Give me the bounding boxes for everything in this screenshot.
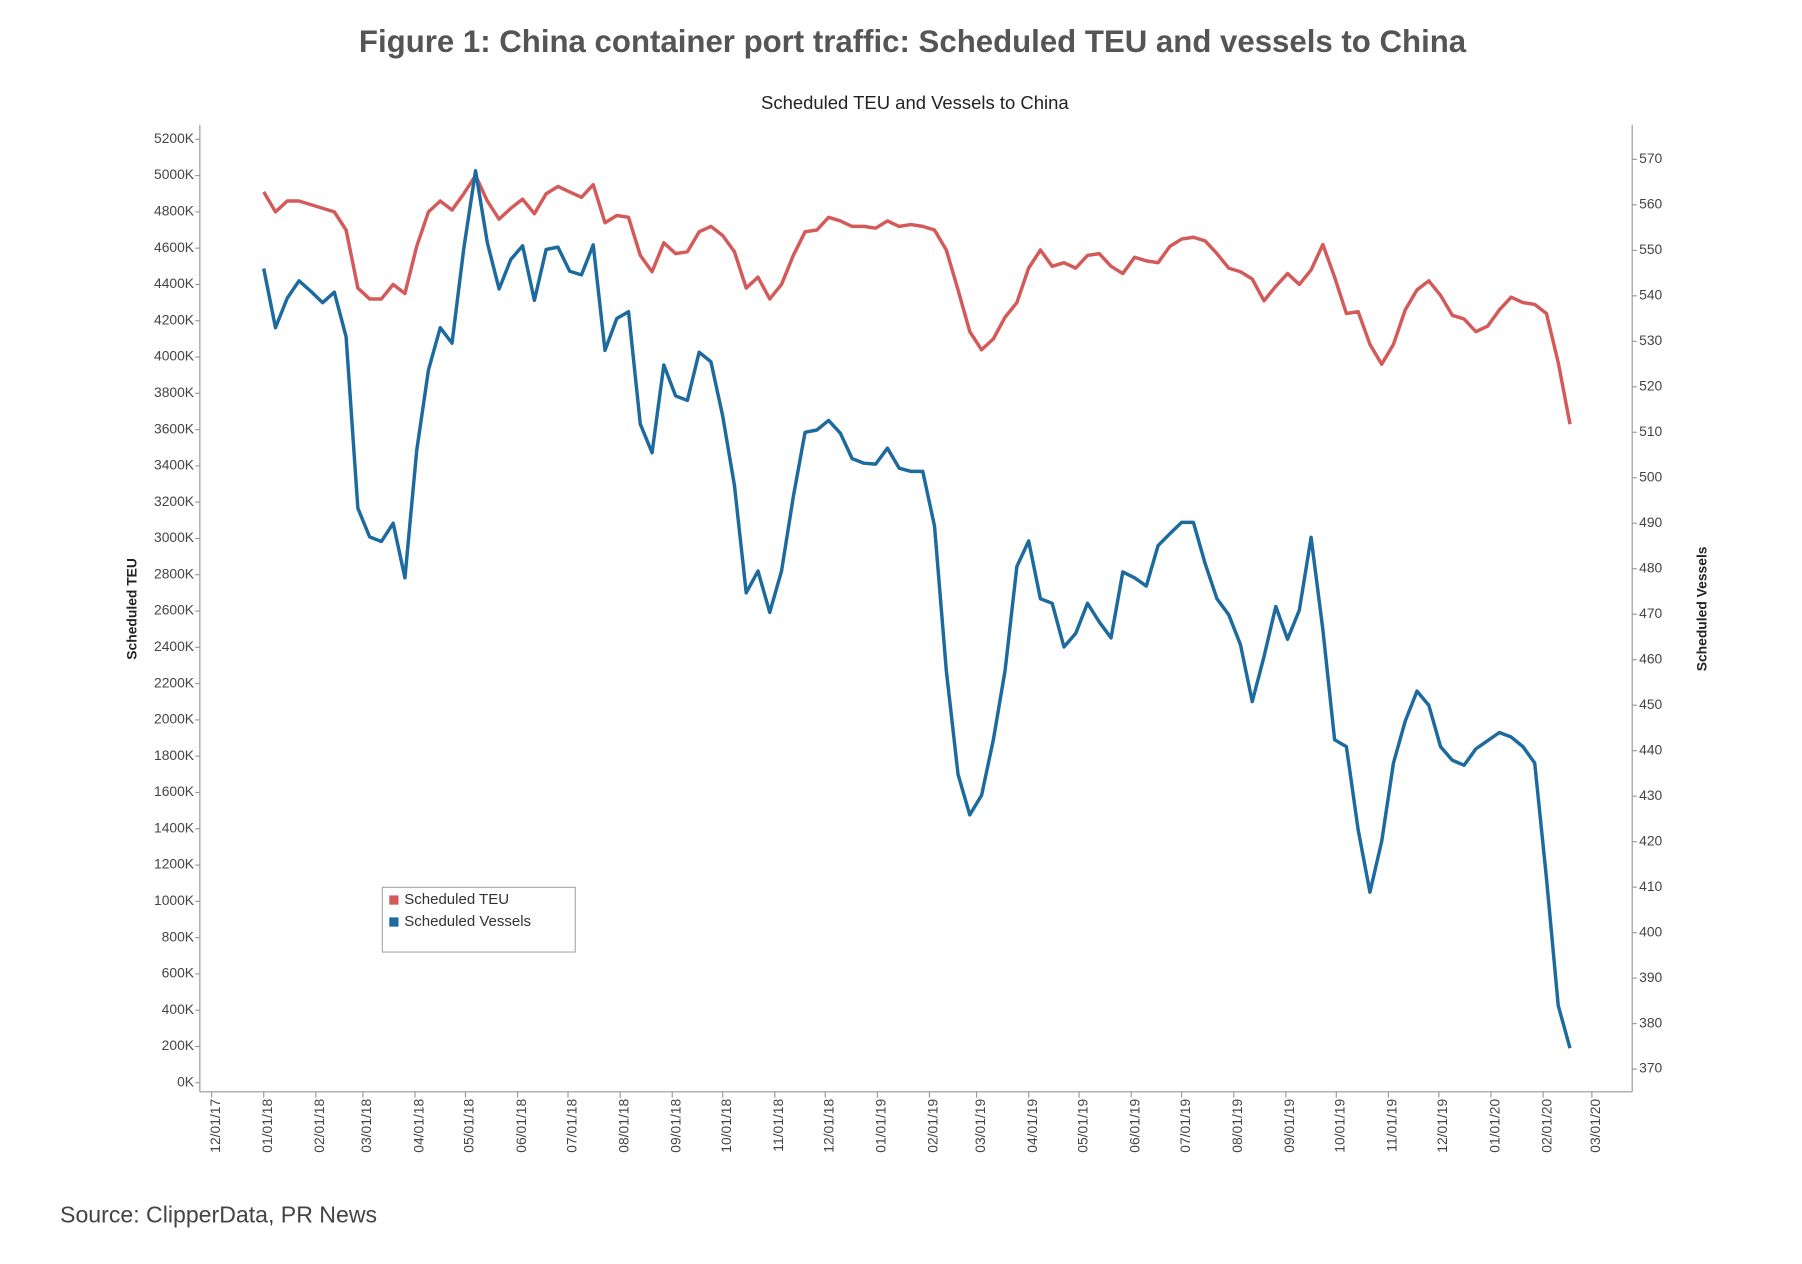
x-tick-label: 05/01/18 bbox=[461, 1098, 477, 1152]
x-tick-label: 09/01/18 bbox=[668, 1098, 684, 1152]
y2-axis-label: Scheduled Vessels bbox=[1693, 546, 1709, 671]
source-note: Source: ClipperData, PR News bbox=[60, 1202, 377, 1228]
y-tick-label: 800K bbox=[162, 928, 195, 944]
y2-tick-label: 500 bbox=[1639, 468, 1662, 484]
x-tick-label: 09/01/19 bbox=[1281, 1098, 1297, 1152]
y-tick-label: 200K bbox=[162, 1037, 195, 1053]
y-tick-label: 2600K bbox=[154, 602, 195, 618]
y-tick-label: 600K bbox=[162, 965, 195, 981]
x-tick-label: 02/01/18 bbox=[311, 1098, 327, 1152]
y-tick-label: 2200K bbox=[154, 674, 195, 690]
x-tick-label: 11/01/19 bbox=[1384, 1098, 1400, 1151]
y2-tick-label: 510 bbox=[1639, 423, 1662, 439]
y2-tick-label: 400 bbox=[1639, 923, 1662, 939]
y-tick-label: 1600K bbox=[154, 783, 195, 799]
y2-tick-label: 390 bbox=[1639, 969, 1662, 985]
y-tick-label: 5000K bbox=[154, 166, 195, 182]
y2-tick-label: 530 bbox=[1639, 332, 1662, 348]
legend-box bbox=[381, 886, 576, 953]
y-tick-label: 4400K bbox=[154, 275, 195, 291]
chart-title: Scheduled TEU and Vessels to China bbox=[761, 92, 1069, 113]
y-tick-label: 1200K bbox=[154, 856, 195, 872]
y2-tick-label: 410 bbox=[1639, 878, 1662, 894]
x-tick-label: 03/01/20 bbox=[1587, 1098, 1603, 1152]
y-tick-label: 5200K bbox=[154, 130, 195, 146]
y-tick-label: 0K bbox=[177, 1073, 195, 1089]
series-line bbox=[262, 168, 1572, 1049]
y2-tick-label: 450 bbox=[1639, 696, 1662, 712]
y2-tick-label: 440 bbox=[1639, 741, 1662, 757]
y-tick-label: 4200K bbox=[154, 311, 195, 327]
y2-tick-label: 480 bbox=[1639, 559, 1662, 575]
y2-tick-label: 380 bbox=[1639, 1014, 1662, 1030]
legend-label: Scheduled Vessels bbox=[404, 913, 531, 930]
y2-tick-label: 470 bbox=[1639, 605, 1662, 621]
y-tick-label: 400K bbox=[162, 1001, 195, 1017]
x-tick-label: 01/01/20 bbox=[1486, 1098, 1502, 1152]
x-tick-label: 03/01/19 bbox=[972, 1098, 988, 1152]
y-tick-label: 4000K bbox=[154, 348, 195, 364]
x-tick-label: 05/01/19 bbox=[1074, 1098, 1090, 1152]
y-tick-label: 1400K bbox=[154, 819, 195, 835]
y-tick-label: 2400K bbox=[154, 638, 195, 654]
y-tick-label: 1800K bbox=[154, 747, 195, 763]
y-tick-label: 1000K bbox=[154, 892, 195, 908]
x-tick-label: 10/01/19 bbox=[1332, 1098, 1348, 1152]
series-line bbox=[262, 173, 1572, 425]
y-tick-label: 3600K bbox=[154, 420, 195, 436]
x-tick-label: 06/01/18 bbox=[513, 1098, 529, 1152]
y2-tick-label: 460 bbox=[1639, 650, 1662, 666]
legend-swatch bbox=[389, 917, 399, 927]
y-tick-label: 2800K bbox=[154, 565, 195, 581]
y2-tick-label: 430 bbox=[1639, 787, 1662, 803]
x-tick-label: 10/01/18 bbox=[718, 1098, 734, 1152]
x-tick-label: 01/01/18 bbox=[259, 1098, 275, 1152]
x-tick-label: 06/01/19 bbox=[1126, 1098, 1142, 1152]
y2-tick-label: 520 bbox=[1639, 377, 1662, 393]
x-tick-label: 01/01/19 bbox=[873, 1098, 889, 1152]
legend-swatch bbox=[389, 895, 399, 905]
x-tick-label: 11/01/18 bbox=[770, 1098, 786, 1151]
x-tick-label: 08/01/19 bbox=[1229, 1098, 1245, 1152]
x-tick-label: 04/01/18 bbox=[410, 1098, 426, 1152]
x-tick-label: 08/01/18 bbox=[615, 1098, 631, 1152]
x-tick-label: 03/01/18 bbox=[358, 1098, 374, 1152]
legend-label: Scheduled TEU bbox=[404, 891, 509, 908]
y-tick-label: 3400K bbox=[154, 457, 195, 473]
x-tick-label: 07/01/18 bbox=[563, 1098, 579, 1152]
y-tick-label: 4600K bbox=[154, 239, 195, 255]
y-tick-label: 4800K bbox=[154, 203, 195, 219]
x-tick-label: 07/01/19 bbox=[1177, 1098, 1193, 1152]
y-tick-label: 3800K bbox=[154, 384, 195, 400]
y2-tick-label: 560 bbox=[1639, 195, 1662, 211]
y2-tick-label: 490 bbox=[1639, 514, 1662, 530]
y2-tick-label: 550 bbox=[1639, 241, 1662, 257]
y-axis-label: Scheduled TEU bbox=[123, 558, 139, 660]
y-tick-label: 3000K bbox=[154, 529, 195, 545]
x-tick-label: 02/01/20 bbox=[1538, 1098, 1554, 1152]
x-tick-label: 12/01/18 bbox=[821, 1098, 837, 1152]
x-tick-label: 12/01/17 bbox=[207, 1098, 223, 1152]
y2-tick-label: 420 bbox=[1639, 832, 1662, 848]
y2-tick-label: 570 bbox=[1639, 150, 1662, 166]
x-tick-label: 04/01/19 bbox=[1024, 1098, 1040, 1152]
x-tick-label: 12/01/19 bbox=[1434, 1098, 1450, 1152]
x-tick-label: 02/01/19 bbox=[925, 1098, 941, 1152]
y2-tick-label: 540 bbox=[1639, 286, 1662, 302]
y-tick-label: 2000K bbox=[154, 711, 195, 727]
figure-title: Figure 1: China container port traffic: … bbox=[359, 24, 1467, 59]
y-tick-label: 3200K bbox=[154, 493, 195, 509]
y2-tick-label: 370 bbox=[1639, 1060, 1662, 1076]
